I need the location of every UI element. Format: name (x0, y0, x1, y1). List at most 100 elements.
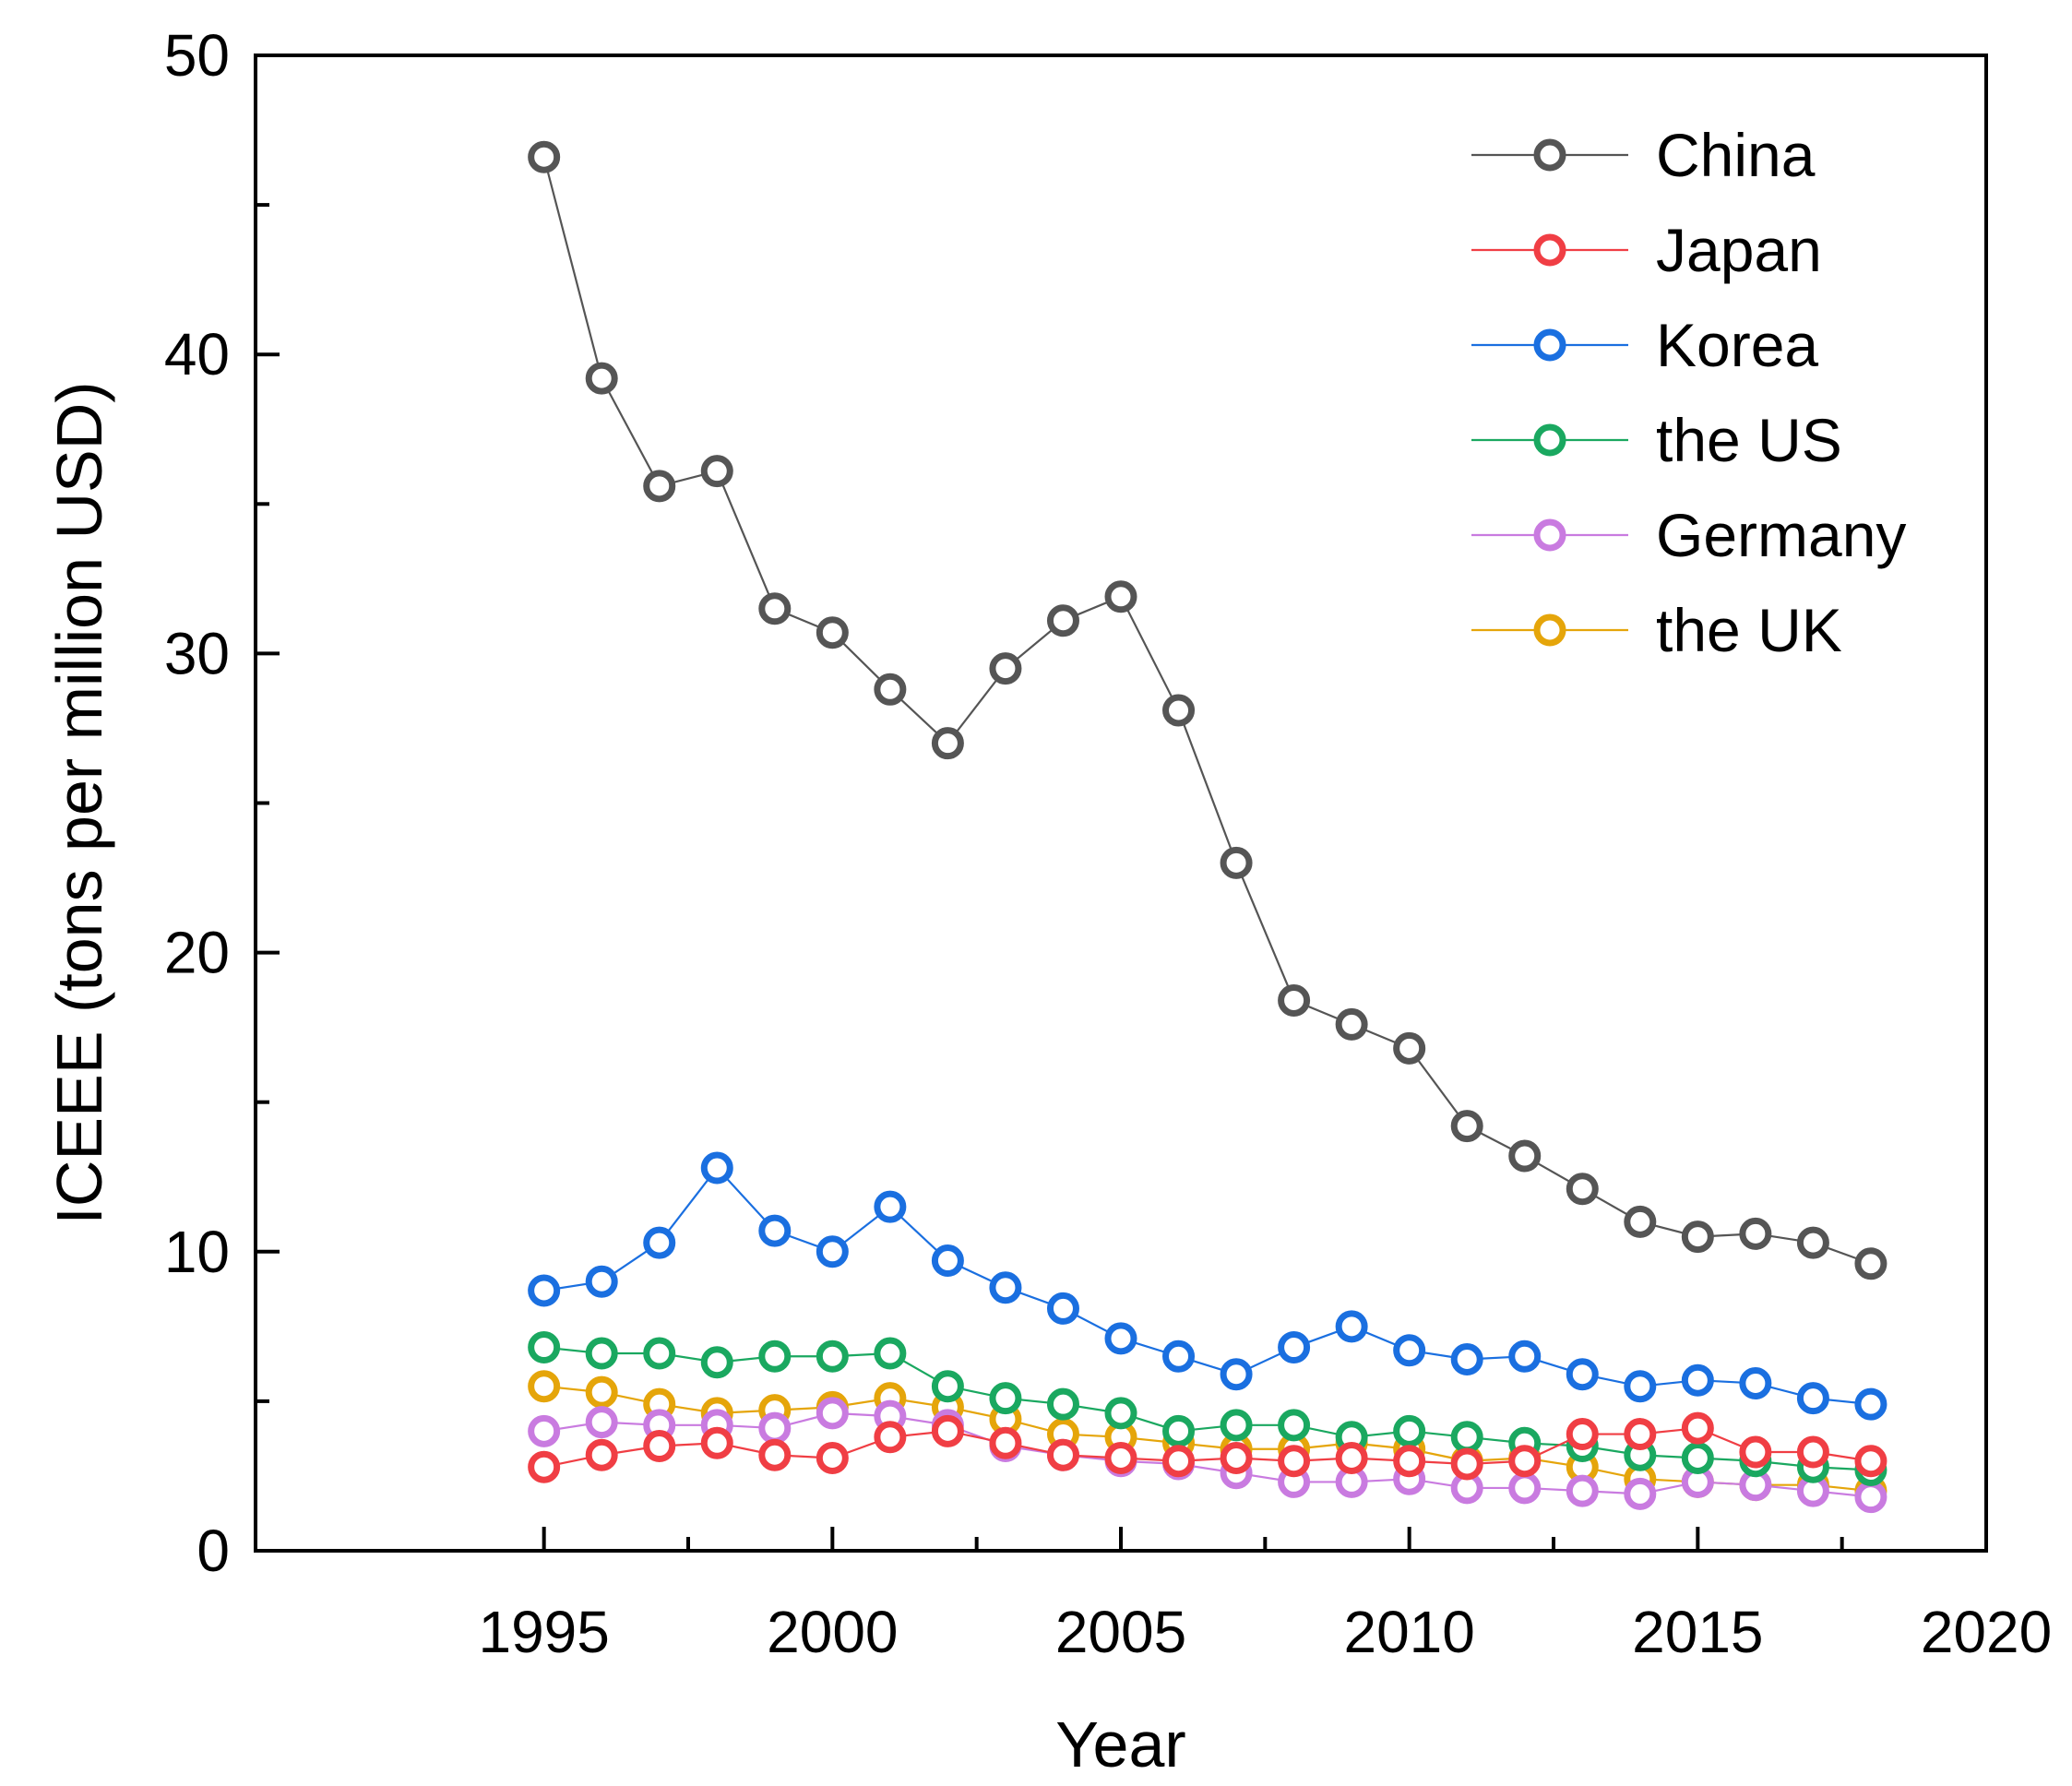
data-point (585, 1406, 618, 1439)
data-point (1393, 1031, 1426, 1065)
data-point (700, 1426, 733, 1459)
data-point (1508, 1139, 1542, 1173)
data-point (1046, 1387, 1079, 1421)
data-point (528, 1274, 561, 1307)
x-tick-label: 2020 (1921, 1599, 2052, 1665)
legend-item: the US (1471, 406, 1842, 474)
data-point (816, 1235, 849, 1268)
data-point (1104, 580, 1137, 613)
data-point (1220, 1441, 1253, 1474)
data-point (1104, 1397, 1137, 1430)
x-tick-label: 2010 (1343, 1599, 1474, 1665)
data-point (1739, 1217, 1772, 1250)
data-point (1104, 1322, 1137, 1355)
data-point (643, 1430, 676, 1463)
legend-marker (1533, 613, 1566, 647)
data-point (1796, 1382, 1829, 1415)
data-point (1854, 1387, 1887, 1421)
legend-marker (1533, 423, 1566, 457)
data-point (528, 1370, 561, 1403)
legend: China Japan Korea the US Germany the UK (1471, 121, 1906, 664)
y-tick-label: 30 (164, 620, 230, 686)
data-point (585, 362, 618, 395)
data-point (1278, 983, 1311, 1017)
data-point (1681, 1363, 1714, 1397)
data-point (1393, 1445, 1426, 1478)
data-point (1220, 846, 1253, 879)
data-point (528, 140, 561, 173)
data-point (816, 616, 849, 649)
data-point (1854, 1445, 1887, 1478)
data-point (1681, 1220, 1714, 1254)
data-point (1796, 1226, 1829, 1259)
y-tick-label: 20 (164, 920, 230, 986)
data-point (758, 1214, 792, 1247)
data-point (874, 1190, 907, 1223)
data-point (816, 1441, 849, 1474)
x-axis-title: Year (1055, 1709, 1185, 1780)
data-point (1104, 1441, 1137, 1474)
data-point (1220, 1358, 1253, 1391)
data-point (528, 1450, 561, 1483)
data-point (528, 1331, 561, 1364)
data-point (1450, 1110, 1483, 1143)
data-point (1220, 1409, 1253, 1442)
legend-label: Germany (1656, 501, 1906, 569)
data-point (1278, 1409, 1311, 1442)
data-point (1046, 1292, 1079, 1325)
legend-item: the UK (1471, 596, 1842, 664)
x-tick-label: 2015 (1632, 1599, 1763, 1665)
data-point (1393, 1334, 1426, 1367)
data-point (989, 652, 1022, 685)
data-point (989, 1271, 1022, 1304)
series-layer (528, 140, 1887, 1514)
data-point (1508, 1340, 1542, 1373)
data-point (931, 1414, 964, 1447)
legend-label: China (1656, 121, 1816, 189)
data-point (1566, 1474, 1599, 1507)
data-point (585, 1337, 618, 1370)
y-tick-label: 50 (164, 22, 230, 89)
x-tick-label: 2000 (767, 1599, 898, 1665)
legend-item: Korea (1471, 311, 1818, 379)
data-point (1162, 1414, 1196, 1447)
data-point (700, 455, 733, 488)
data-point (1278, 1331, 1311, 1364)
ticks-layer: 1995 2000 2005 2010 2015 2020 0 10 20 30 40 50 (164, 22, 2052, 1665)
legend-marker (1533, 518, 1566, 552)
y-axis-title: ICEEE (tons per million USD) (43, 381, 115, 1224)
data-point (758, 592, 792, 625)
data-point (874, 1337, 907, 1370)
data-point (1624, 1477, 1657, 1510)
data-point (1162, 1340, 1196, 1373)
x-tick-label: 2005 (1055, 1599, 1186, 1665)
legend-item: Japan (1471, 216, 1822, 284)
data-point (643, 470, 676, 503)
data-point (874, 1421, 907, 1454)
series-japan (528, 1411, 1887, 1483)
data-point (1335, 1310, 1368, 1343)
series-china (528, 140, 1887, 1280)
data-point (585, 1375, 618, 1409)
data-point (1854, 1247, 1887, 1280)
y-tick-label: 10 (164, 1219, 230, 1285)
data-point (1450, 1343, 1483, 1376)
legend-marker (1533, 138, 1566, 172)
data-point (816, 1397, 849, 1430)
data-point (1739, 1366, 1772, 1399)
y-tick-label: 40 (164, 321, 230, 387)
legend-item: China (1471, 121, 1816, 189)
data-point (1046, 604, 1079, 637)
data-point (1681, 1411, 1714, 1445)
data-point (1335, 1441, 1368, 1474)
legend-label: the US (1656, 406, 1842, 474)
data-point (1624, 1205, 1657, 1238)
data-point (1162, 694, 1196, 727)
legend-marker (1533, 233, 1566, 267)
data-point (1508, 1445, 1542, 1478)
data-point (1624, 1370, 1657, 1403)
data-point (1508, 1471, 1542, 1505)
legend-label: the UK (1656, 596, 1842, 664)
